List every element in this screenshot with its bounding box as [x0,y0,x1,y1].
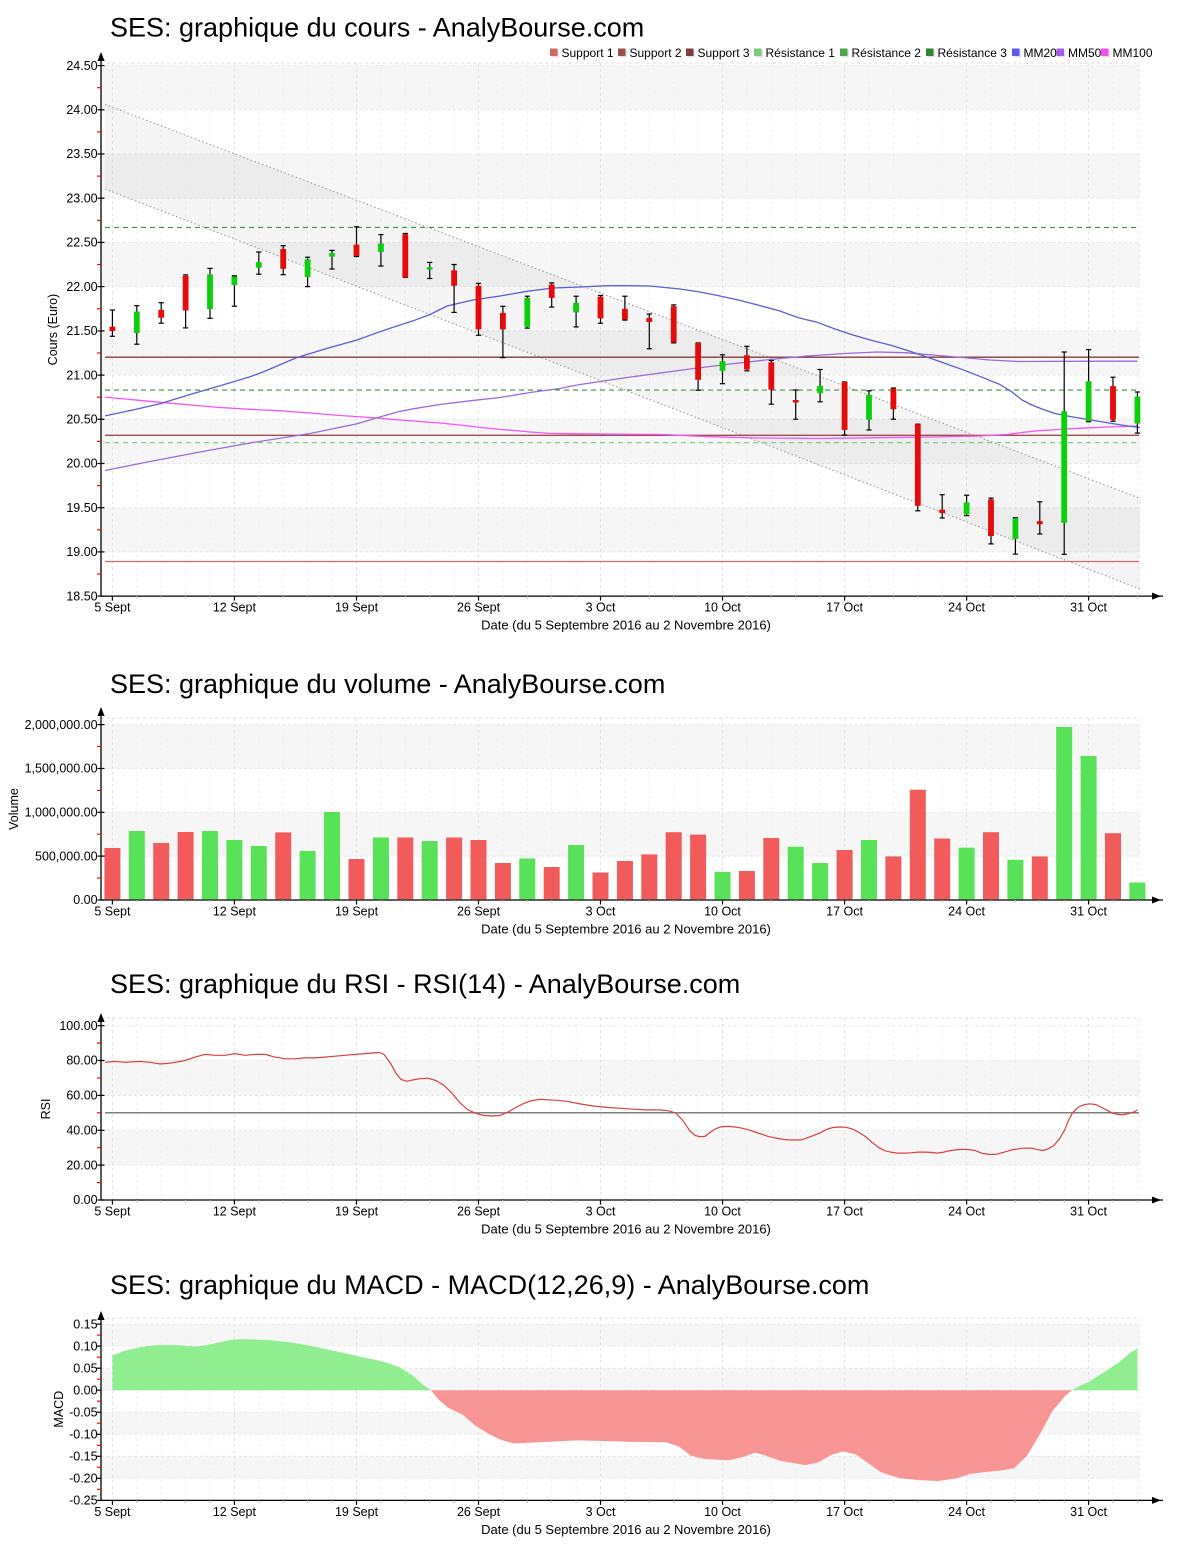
svg-text:3 Oct: 3 Oct [586,601,616,615]
svg-text:Volume: Volume [7,788,21,830]
svg-text:24.00: 24.00 [66,103,97,117]
svg-text:0.00: 0.00 [73,1383,97,1397]
svg-text:21.50: 21.50 [66,324,97,338]
svg-text:17 Oct: 17 Oct [826,1505,863,1519]
svg-text:-0.15: -0.15 [69,1450,98,1464]
svg-text:Résistance 2: Résistance 2 [852,46,922,60]
svg-text:60.00: 60.00 [66,1089,97,1103]
svg-text:Date (du 5 Septembre 2016 au 2: Date (du 5 Septembre 2016 au 2 Novembre … [481,618,771,633]
svg-text:31 Oct: 31 Oct [1070,601,1107,615]
svg-text:31 Oct: 31 Oct [1070,1505,1107,1519]
svg-text:MACD: MACD [52,1391,66,1428]
svg-text:5 Sept: 5 Sept [94,601,131,615]
svg-text:12 Sept: 12 Sept [213,1505,257,1519]
svg-text:24 Oct: 24 Oct [948,1205,985,1219]
svg-text:18.50: 18.50 [66,589,97,603]
svg-text:17 Oct: 17 Oct [826,1205,863,1219]
svg-text:Date (du 5 Septembre 2016 au 2: Date (du 5 Septembre 2016 au 2 Novembre … [481,1222,771,1237]
svg-text:0.00: 0.00 [73,893,97,907]
svg-text:0.00: 0.00 [73,1193,97,1207]
svg-text:26 Sept: 26 Sept [457,905,501,919]
svg-text:31 Oct: 31 Oct [1070,1205,1107,1219]
svg-text:3 Oct: 3 Oct [586,905,616,919]
svg-text:Support 3: Support 3 [698,46,750,60]
svg-text:10 Oct: 10 Oct [704,1505,741,1519]
svg-text:0.05: 0.05 [73,1361,97,1375]
svg-text:19.00: 19.00 [66,545,97,559]
svg-text:5 Sept: 5 Sept [94,1505,131,1519]
svg-text:40.00: 40.00 [66,1124,97,1138]
svg-text:100.00: 100.00 [59,1019,97,1033]
svg-text:19 Sept: 19 Sept [335,905,379,919]
svg-text:1,500,000.00: 1,500,000.00 [25,762,98,776]
svg-text:-0.25: -0.25 [69,1494,98,1508]
svg-text:20.00: 20.00 [66,457,97,471]
svg-text:-0.10: -0.10 [69,1428,98,1442]
svg-text:0.15: 0.15 [73,1317,97,1331]
svg-text:3 Oct: 3 Oct [586,1505,616,1519]
svg-text:3 Oct: 3 Oct [586,1205,616,1219]
svg-text:31 Oct: 31 Oct [1070,905,1107,919]
svg-text:24.50: 24.50 [66,59,97,73]
svg-text:19 Sept: 19 Sept [335,1505,379,1519]
svg-text:20.50: 20.50 [66,413,97,427]
svg-text:MM50: MM50 [1068,46,1102,60]
svg-text:Date (du 5 Septembre 2016 au 2: Date (du 5 Septembre 2016 au 2 Novembre … [481,922,771,937]
svg-text:2,000,000.00: 2,000,000.00 [25,718,98,732]
svg-text:23.00: 23.00 [66,191,97,205]
svg-text:RSI: RSI [39,1099,53,1120]
svg-text:Résistance 3: Résistance 3 [938,46,1008,60]
svg-text:21.00: 21.00 [66,368,97,382]
svg-text:Date (du 5 Septembre 2016 au 2: Date (du 5 Septembre 2016 au 2 Novembre … [481,1522,771,1537]
svg-text:-0.20: -0.20 [69,1472,98,1486]
svg-text:Support 1: Support 1 [562,46,614,60]
svg-text:500,000.00: 500,000.00 [35,849,98,863]
svg-text:SES: graphique du volume - Ana: SES: graphique du volume - AnalyBourse.c… [110,669,665,699]
svg-text:MM20: MM20 [1024,46,1058,60]
svg-text:17 Oct: 17 Oct [826,905,863,919]
svg-text:22.50: 22.50 [66,236,97,250]
svg-text:12 Sept: 12 Sept [213,601,257,615]
svg-text:19.50: 19.50 [66,501,97,515]
svg-text:24 Oct: 24 Oct [948,905,985,919]
svg-text:24 Oct: 24 Oct [948,1505,985,1519]
svg-text:24 Oct: 24 Oct [948,601,985,615]
svg-text:-0.05: -0.05 [69,1405,98,1419]
svg-text:5 Sept: 5 Sept [94,1205,131,1219]
svg-text:0.10: 0.10 [73,1339,97,1353]
svg-text:80.00: 80.00 [66,1054,97,1068]
svg-text:5 Sept: 5 Sept [94,905,131,919]
svg-text:19 Sept: 19 Sept [335,1205,379,1219]
svg-text:20.00: 20.00 [66,1158,97,1172]
svg-text:26 Sept: 26 Sept [457,601,501,615]
svg-text:Cours (Euro): Cours (Euro) [46,294,60,366]
svg-text:23.50: 23.50 [66,147,97,161]
svg-text:19 Sept: 19 Sept [335,601,379,615]
svg-text:12 Sept: 12 Sept [213,1205,257,1219]
svg-text:MM100: MM100 [1113,46,1153,60]
svg-text:SES: graphique du RSI - RSI(14: SES: graphique du RSI - RSI(14) - AnalyB… [110,969,740,999]
svg-text:10 Oct: 10 Oct [704,905,741,919]
svg-text:Résistance 1: Résistance 1 [766,46,836,60]
svg-text:10 Oct: 10 Oct [704,601,741,615]
svg-text:12 Sept: 12 Sept [213,905,257,919]
svg-text:SES: graphique du cours - Anal: SES: graphique du cours - AnalyBourse.co… [110,13,644,43]
svg-text:22.00: 22.00 [66,280,97,294]
svg-text:10 Oct: 10 Oct [704,1205,741,1219]
svg-text:Support 2: Support 2 [630,46,682,60]
svg-text:26 Sept: 26 Sept [457,1205,501,1219]
svg-text:1,000,000.00: 1,000,000.00 [25,806,98,820]
svg-text:17 Oct: 17 Oct [826,601,863,615]
svg-text:26 Sept: 26 Sept [457,1505,501,1519]
svg-text:SES: graphique du MACD - MACD(: SES: graphique du MACD - MACD(12,26,9) -… [110,1270,869,1300]
